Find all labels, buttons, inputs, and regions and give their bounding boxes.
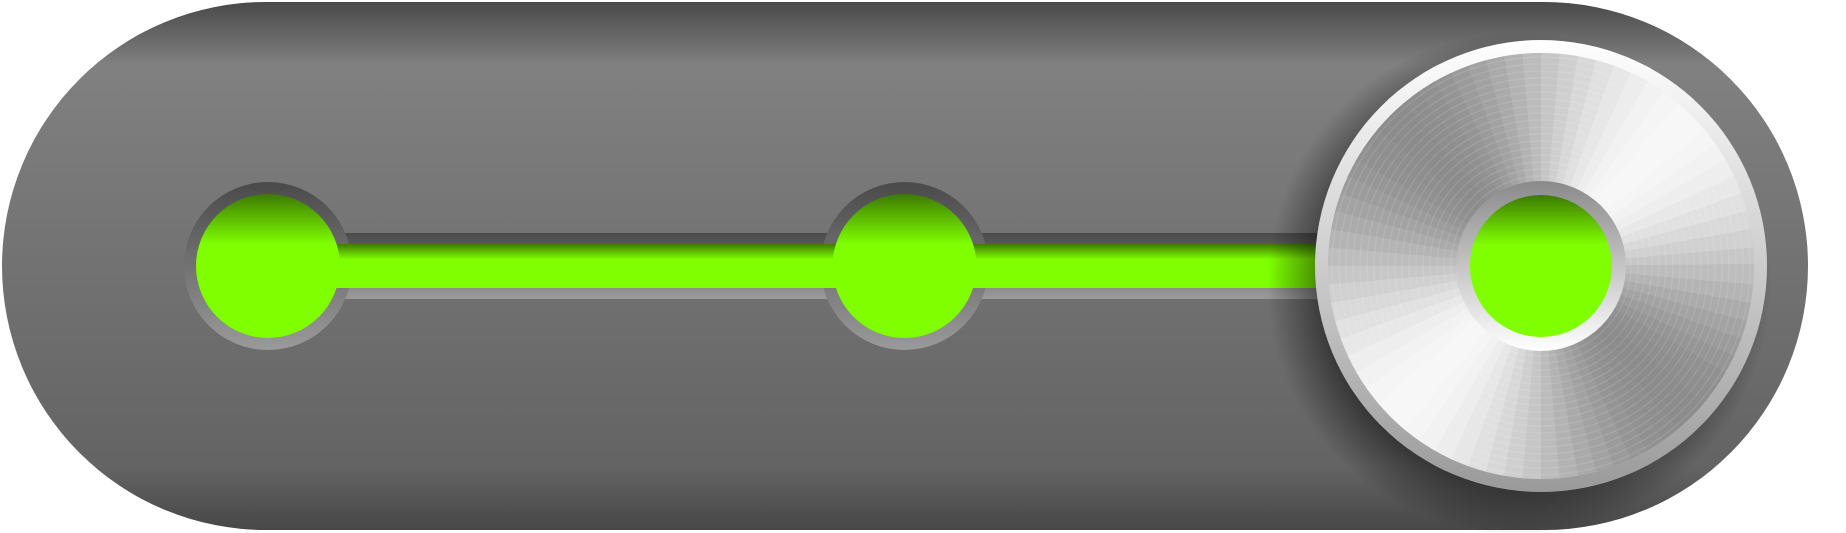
slider-knob[interactable] — [1267, 30, 1777, 533]
step-led-1[interactable] — [196, 194, 340, 338]
knob-indicator-light — [1470, 195, 1612, 337]
step-led-2[interactable] — [832, 194, 977, 338]
